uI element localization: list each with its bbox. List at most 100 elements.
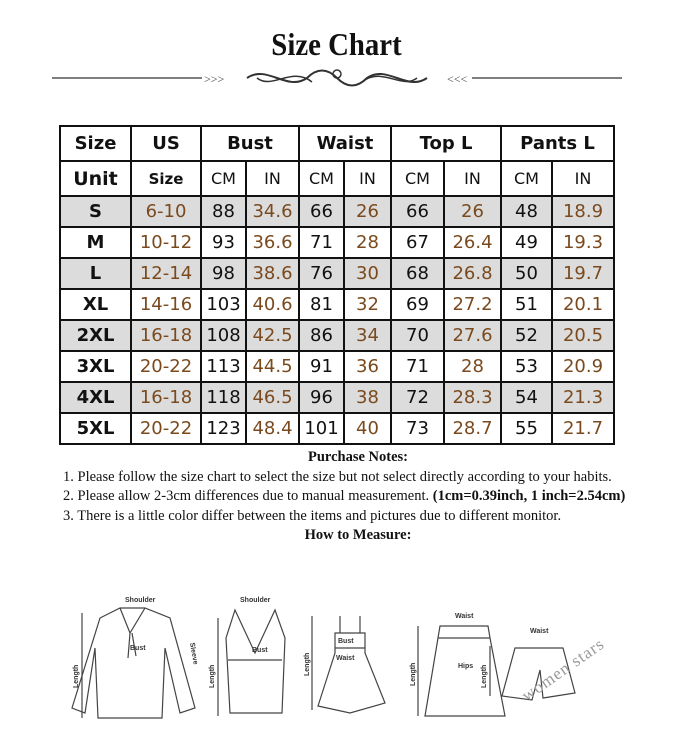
value-cell: 40.6 [245,288,300,321]
value-cell: 26 [443,195,502,228]
value-cell: 10-12 [130,226,202,259]
waist-label: Waist [336,655,355,662]
length-label: Length [209,665,216,688]
value-cell: 76 [298,257,345,290]
shoulder-label: Shoulder [240,597,271,604]
value-cell: 20.9 [551,350,615,383]
dress-diagram [311,616,386,714]
value-cell: 101 [298,412,345,445]
value-cell: 96 [298,381,345,414]
value-cell: 27.2 [443,288,502,321]
skirt-diagram [417,625,506,717]
unit-cell: CM [200,160,247,197]
note-2-text: 2. Please allow 2-3cm differences due to… [63,488,433,504]
tank-top-diagram [217,608,286,716]
value-cell: 27.6 [443,319,502,352]
value-cell: 52 [500,319,553,352]
size-cell: 2XL [59,319,132,352]
unit-cell: Unit [59,160,132,197]
unit-cell: IN [245,160,300,197]
header-row: Size US Bust Waist Top L Pants L [59,125,615,162]
value-cell: 108 [200,319,247,352]
value-cell: 12-14 [130,257,202,290]
bust-label: Bust [130,645,146,652]
value-cell: 91 [298,350,345,383]
table-row: 2XL 16-18 108 42.5 86 34 70 27.6 52 20.5 [59,319,615,352]
value-cell: 38 [343,381,392,414]
value-cell: 28.7 [443,412,502,445]
value-cell: 16-18 [130,319,202,352]
value-cell: 32 [343,288,392,321]
value-cell: 26.4 [443,226,502,259]
length-label: Length [304,653,311,676]
value-cell: 20.5 [551,319,615,352]
purchase-notes: Purchase Notes: 1. Please follow the siz… [63,448,653,546]
svg-text:>>>: >>> [204,72,225,86]
value-cell: 51 [500,288,553,321]
value-cell: 26 [343,195,392,228]
length-label: Length [410,663,417,686]
header-cell: Pants L [500,125,615,162]
length-label: Length [481,665,488,688]
shoulder-label: Shoulder [125,597,156,604]
value-cell: 28 [443,350,502,383]
value-cell: 81 [298,288,345,321]
value-cell: 66 [298,195,345,228]
value-cell: 21.7 [551,412,615,445]
value-cell: 14-16 [130,288,202,321]
value-cell: 68 [390,257,445,290]
header-cell: Size [59,125,132,162]
table-row: 5XL 20-22 123 48.4 101 40 73 28.7 55 21.7 [59,412,615,445]
size-cell: XL [59,288,132,321]
value-cell: 19.7 [551,257,615,290]
value-cell: 20-22 [130,412,202,445]
value-cell: 34.6 [245,195,300,228]
note-2-conversion: (1cm=0.39inch, 1 inch=2.54cm) [432,488,626,504]
bust-label: Bust [338,638,354,645]
value-cell: 6-10 [130,195,202,228]
size-cell: 5XL [59,412,132,445]
shorts-diagram [489,646,576,701]
header-cell: Waist [298,125,392,162]
value-cell: 98 [200,257,247,290]
value-cell: 69 [390,288,445,321]
length-label: Length [73,665,80,688]
unit-cell: IN [551,160,615,197]
unit-row: Unit Size CM IN CM IN CM IN CM IN [59,160,615,197]
page-title: Size Chart [271,26,402,62]
header-cell: Bust [200,125,300,162]
size-cell: M [59,226,132,259]
value-cell: 36.6 [245,226,300,259]
header-cell: US [130,125,202,162]
note-2: 2. Please allow 2-3cm differences due to… [63,487,653,507]
size-cell: L [59,257,132,290]
value-cell: 86 [298,319,345,352]
value-cell: 53 [500,350,553,383]
value-cell: 36 [343,350,392,383]
value-cell: 28.3 [443,381,502,414]
value-cell: 70 [390,319,445,352]
unit-cell: CM [298,160,345,197]
value-cell: 93 [200,226,247,259]
value-cell: 48 [500,195,553,228]
value-cell: 46.5 [245,381,300,414]
table-row: S 6-10 88 34.6 66 26 66 26 48 18.9 [59,195,615,228]
value-cell: 18.9 [551,195,615,228]
value-cell: 30 [343,257,392,290]
value-cell: 38.6 [245,257,300,290]
table-row: L 12-14 98 38.6 76 30 68 26.8 50 19.7 [59,257,615,290]
size-cell: 4XL [59,381,132,414]
unit-cell: IN [343,160,392,197]
note-3: 3. There is a little color differ betwee… [63,507,562,524]
table-row: 4XL 16-18 118 46.5 96 38 72 28.3 54 21.3 [59,381,615,414]
value-cell: 20.1 [551,288,615,321]
blouse-diagram [71,607,196,719]
value-cell: 21.3 [551,381,615,414]
svg-text:<<<: <<< [447,72,468,86]
size-table: Size US Bust Waist Top L Pants L Unit Si… [59,125,615,445]
notes-heading: Purchase Notes: [307,449,408,465]
decorative-ornament: >>> <<< [52,69,622,87]
size-cell: S [59,195,132,228]
value-cell: 123 [200,412,247,445]
